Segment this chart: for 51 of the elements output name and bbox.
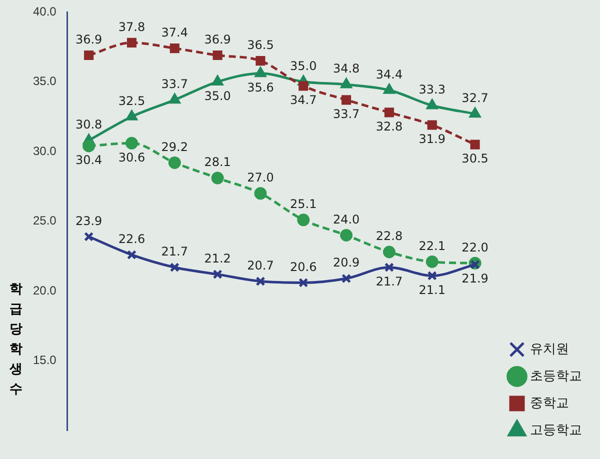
data-label: 32.7 xyxy=(462,90,488,105)
data-label: 22.8 xyxy=(376,229,403,244)
data-label: 32.5 xyxy=(118,94,146,108)
data-label: 37.8 xyxy=(118,20,146,34)
y-tick-label: 30.0 xyxy=(32,144,57,158)
data-label: 31.9 xyxy=(418,132,446,146)
data-label: 20.6 xyxy=(290,260,317,274)
data-label: 22.0 xyxy=(462,240,488,254)
y-axis-title: 학급당학생수 xyxy=(8,281,24,399)
data-label: 22.1 xyxy=(418,238,446,253)
data-label: 34.7 xyxy=(290,93,317,108)
data-label: 22.6 xyxy=(118,232,146,246)
data-label: 20.9 xyxy=(332,256,360,270)
y-tick-label: 15.0 xyxy=(32,353,57,368)
data-label: 21.7 xyxy=(376,274,403,288)
y-tick-label: 25.0 xyxy=(32,214,57,228)
data-label: 23.9 xyxy=(75,214,102,228)
data-label: 30.4 xyxy=(75,153,102,168)
data-label: 24.0 xyxy=(332,212,360,226)
data-label: 33.3 xyxy=(418,82,446,97)
data-label: 35.0 xyxy=(204,88,231,103)
legend-label: 중학교 xyxy=(530,395,569,410)
data-label: 21.9 xyxy=(462,272,488,286)
data-label: 34.4 xyxy=(376,67,403,82)
data-label: 29.2 xyxy=(161,140,188,154)
data-label: 20.7 xyxy=(247,258,274,272)
data-label: 33.7 xyxy=(332,107,360,122)
data-label: 25.1 xyxy=(290,197,317,212)
data-label: 35.6 xyxy=(247,80,274,95)
data-label: 36.9 xyxy=(75,32,102,46)
data-label: 34.8 xyxy=(332,62,360,76)
data-label: 32.8 xyxy=(376,120,403,134)
legend-label: 유치원 xyxy=(530,341,569,356)
data-label: 21.1 xyxy=(418,282,446,297)
data-label: 30.8 xyxy=(75,117,102,132)
legend-label: 초등학교 xyxy=(530,368,582,384)
data-label: 21.7 xyxy=(161,244,188,258)
data-label: 27.0 xyxy=(247,170,274,185)
legend-label: 고등학교 xyxy=(530,422,582,438)
data-label: 33.7 xyxy=(161,77,188,92)
data-label: 28.1 xyxy=(204,155,231,170)
data-label: 37.4 xyxy=(161,25,188,40)
y-tick-label: 20.0 xyxy=(32,283,57,298)
data-label: 36.9 xyxy=(204,32,231,46)
data-label: 36.5 xyxy=(247,38,274,52)
y-tick-label: 40.0 xyxy=(32,4,57,18)
data-label: 35.0 xyxy=(290,58,317,73)
y-tick-label: 35.0 xyxy=(32,74,57,88)
data-label: 30.6 xyxy=(118,150,146,164)
data-label: 21.2 xyxy=(204,251,231,266)
data-label: 30.5 xyxy=(462,152,488,166)
